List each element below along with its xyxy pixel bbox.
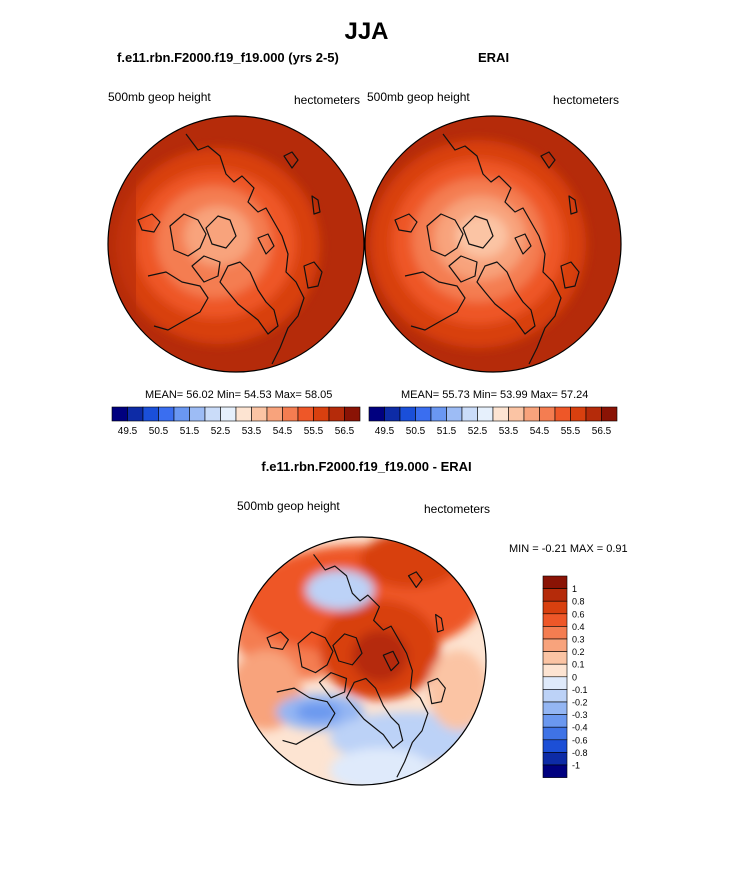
erai-colorbar-tick-label: 53.5 bbox=[499, 426, 519, 437]
difference-polar-map bbox=[237, 536, 487, 786]
model-colorbar-swatch bbox=[297, 406, 314, 422]
figure-title: JJA bbox=[344, 18, 389, 45]
model-colorbar-swatch bbox=[142, 406, 159, 422]
difference-colorbar-swatch bbox=[542, 752, 568, 766]
difference-colorbar-tick-label: 0 bbox=[572, 672, 577, 682]
erai-colorbar-tick-label: 51.5 bbox=[437, 426, 457, 437]
difference-colorbar-tick-label: -0.8 bbox=[572, 748, 588, 758]
erai-colorbar-swatch bbox=[601, 406, 618, 422]
model-panel-title: f.e11.rbn.F2000.f19_f19.000 (yrs 2-5) bbox=[117, 50, 339, 65]
erai-colorbar-swatch bbox=[430, 406, 447, 422]
erai-colorbar-swatch bbox=[523, 406, 540, 422]
difference-colorbar-tick-label: 0.3 bbox=[572, 635, 585, 645]
difference-colorbar-tick-label: 0.6 bbox=[572, 609, 585, 619]
erai-colorbar-swatch bbox=[570, 406, 587, 422]
model-colorbar-swatch bbox=[251, 406, 268, 422]
erai-colorbar-swatch bbox=[585, 406, 602, 422]
model-colorbar: 49.5 50.5 51.5 52.5 53.5 54.5 55.5 56.5 bbox=[111, 406, 361, 437]
difference-colorbar-swatch bbox=[542, 676, 568, 690]
model-colorbar-tick-label: 50.5 bbox=[149, 426, 169, 437]
difference-title: f.e11.rbn.F2000.f19_f19.000 - ERAI bbox=[261, 459, 472, 474]
difference-colorbar-swatch bbox=[542, 575, 568, 589]
difference-colorbar: 1 0.8 0.6 0.4 0.3 0.2 0.1 0 -0.1 -0.2 -0.3 -0.4 -0.6… bbox=[542, 575, 588, 778]
model-colorbar-swatch bbox=[328, 406, 345, 422]
difference-colorbar-swatch bbox=[542, 739, 568, 753]
difference-colorbar-swatch bbox=[542, 726, 568, 741]
difference-variable-label: 500mb geop height bbox=[237, 499, 340, 513]
model-colorbar-tick-label: 51.5 bbox=[180, 426, 200, 437]
erai-colorbar-tick-label: 56.5 bbox=[592, 426, 612, 437]
erai-colorbar-swatch bbox=[399, 406, 416, 422]
model-colorbar-swatch bbox=[344, 406, 361, 422]
model-colorbar-swatch bbox=[173, 406, 190, 422]
erai-colorbar-swatch bbox=[508, 406, 525, 422]
erai-panel-title: ERAI bbox=[478, 50, 510, 65]
model-colorbar-tick-label: 56.5 bbox=[335, 426, 355, 437]
difference-colorbar-swatch bbox=[542, 613, 568, 627]
difference-units-label: hectometers bbox=[424, 502, 491, 516]
difference-colorbar-swatch bbox=[542, 663, 568, 678]
erai-colorbar-tick-label: 54.5 bbox=[530, 426, 550, 437]
erai-colorbar-tick-label: 50.5 bbox=[406, 426, 426, 437]
model-colorbar-tick-label: 52.5 bbox=[211, 426, 231, 437]
model-colorbar-swatch bbox=[220, 406, 237, 422]
erai-colorbar-tick-label: 49.5 bbox=[375, 426, 395, 437]
erai-colorbar-swatch bbox=[461, 406, 478, 422]
difference-colorbar-tick-label: -0.6 bbox=[572, 735, 588, 745]
difference-colorbar-swatch bbox=[542, 600, 568, 615]
model-colorbar-tick-label: 54.5 bbox=[273, 426, 293, 437]
model-colorbar-swatch bbox=[189, 406, 206, 422]
difference-colorbar-swatch bbox=[542, 764, 568, 778]
erai-polar-map bbox=[364, 115, 622, 373]
erai-variable-label: 500mb geop height bbox=[367, 90, 470, 104]
difference-colorbar-tick-label: 0.2 bbox=[572, 647, 585, 657]
difference-colorbar-swatch bbox=[542, 689, 568, 703]
model-colorbar-tick-label: 49.5 bbox=[118, 426, 138, 437]
model-colorbar-swatch bbox=[313, 406, 330, 422]
model-colorbar-swatch bbox=[204, 406, 221, 422]
difference-colorbar-tick-label: -0.1 bbox=[572, 685, 588, 695]
model-stats: MEAN= 56.02 Min= 54.53 Max= 58.05 bbox=[145, 389, 333, 401]
model-colorbar-tick-label: 55.5 bbox=[304, 426, 324, 437]
difference-stats: MIN = -0.21 MAX = 0.91 bbox=[509, 543, 628, 555]
difference-colorbar-tick-label: -0.3 bbox=[572, 710, 588, 720]
model-variable-label: 500mb geop height bbox=[108, 90, 211, 104]
erai-units-label: hectometers bbox=[553, 93, 620, 107]
difference-colorbar-swatch bbox=[542, 638, 568, 652]
model-colorbar-swatch bbox=[282, 406, 299, 422]
erai-colorbar-tick-label: 52.5 bbox=[468, 426, 488, 437]
difference-colorbar-swatch bbox=[542, 626, 568, 640]
difference-colorbar-swatch bbox=[542, 701, 568, 715]
difference-colorbar-tick-label: -1 bbox=[572, 761, 580, 771]
difference-colorbar-swatch bbox=[542, 651, 568, 665]
difference-colorbar-swatch bbox=[542, 714, 568, 728]
erai-colorbar: 49.5 50.5 51.5 52.5 53.5 54.5 55.5 56.5 bbox=[368, 406, 618, 437]
model-colorbar-swatch bbox=[235, 406, 252, 422]
erai-colorbar-swatch bbox=[554, 406, 571, 422]
model-colorbar-swatch bbox=[127, 406, 144, 422]
difference-colorbar-tick-label: -0.4 bbox=[572, 723, 588, 733]
difference-colorbar-tick-label: -0.2 bbox=[572, 698, 588, 708]
erai-colorbar-swatch bbox=[384, 406, 401, 422]
erai-colorbar-tick-label: 55.5 bbox=[561, 426, 581, 437]
difference-colorbar-tick-label: 0.1 bbox=[572, 660, 585, 670]
model-colorbar-tick-label: 53.5 bbox=[242, 426, 262, 437]
difference-colorbar-tick-label: 0.4 bbox=[572, 622, 585, 632]
erai-colorbar-swatch bbox=[446, 406, 463, 422]
erai-colorbar-swatch bbox=[415, 406, 432, 422]
model-colorbar-swatch bbox=[266, 406, 283, 422]
difference-colorbar-tick-label: 1 bbox=[572, 584, 577, 594]
difference-colorbar-tick-label: 0.8 bbox=[572, 597, 585, 607]
erai-colorbar-swatch bbox=[539, 406, 556, 422]
model-colorbar-swatch bbox=[111, 406, 128, 422]
model-colorbar-swatch bbox=[158, 406, 175, 422]
model-units-label: hectometers bbox=[294, 93, 361, 107]
erai-colorbar-swatch bbox=[368, 406, 385, 422]
model-polar-map bbox=[107, 115, 365, 373]
erai-stats: MEAN= 55.73 Min= 53.99 Max= 57.24 bbox=[401, 389, 589, 401]
difference-colorbar-swatch bbox=[542, 588, 568, 602]
erai-colorbar-swatch bbox=[492, 406, 509, 422]
erai-colorbar-swatch bbox=[477, 406, 494, 422]
